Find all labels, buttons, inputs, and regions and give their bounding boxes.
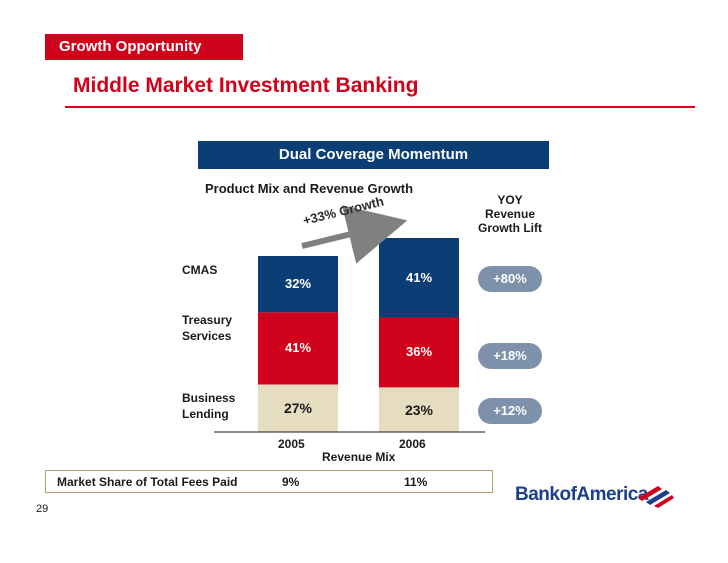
bank-of-america-flag-icon — [638, 486, 674, 508]
market-share-2005: 9% — [282, 475, 300, 489]
market-share-label: Market Share of Total Fees Paid — [57, 475, 238, 489]
bar-segment-cmas-2005 — [258, 256, 338, 313]
bar-value-label: 41% — [284, 340, 312, 356]
category-label-line: Services — [182, 329, 232, 343]
bar-value-label: 41% — [405, 269, 433, 285]
growth-arrow — [301, 205, 408, 264]
title-divider — [65, 106, 695, 108]
yoy-header: YOY Revenue Growth Lift — [470, 193, 550, 235]
yoy-header-line: Growth Lift — [478, 221, 542, 235]
yoy-header-line: Revenue — [484, 207, 536, 221]
page-title: Middle Market Investment Banking — [73, 74, 419, 97]
category-label-line: Treasury — [182, 313, 233, 327]
bank-of-america-logo-text: BankofAmerica — [515, 484, 648, 505]
category-label-line: Lending — [182, 407, 229, 421]
market-share-box — [45, 470, 493, 493]
x-tick-2006: 2006 — [399, 437, 426, 451]
bar-segment-business-lending-2006 — [379, 387, 459, 432]
yoy-header-line: YOY — [497, 193, 523, 207]
bar-value-label: 32% — [284, 276, 312, 292]
yoy-lift-business-lending: +12% — [478, 398, 542, 424]
bar-segment-business-lending-2005 — [258, 384, 338, 432]
bar-segment-treasury-services-2006 — [379, 317, 459, 388]
yoy-lift-treasury: +18% — [478, 343, 542, 369]
section-tag: Growth Opportunity — [45, 34, 243, 60]
category-label-treasury: Treasury Services — [182, 312, 232, 344]
market-share-2006: 11% — [404, 475, 428, 489]
category-label-business-lending: Business Lending — [182, 390, 235, 422]
x-tick-2005: 2005 — [278, 437, 305, 451]
category-label-line: CMAS — [182, 263, 218, 277]
dual-coverage-banner: Dual Coverage Momentum — [198, 141, 549, 169]
x-axis-label: Revenue Mix — [322, 450, 396, 464]
chart-title: Product Mix and Revenue Growth — [205, 181, 414, 196]
yoy-lift-cmas: +80% — [478, 266, 542, 292]
bar-segment-treasury-services-2005 — [258, 312, 338, 385]
category-label-line: Business — [182, 391, 236, 405]
bar-value-label: 27% — [283, 400, 313, 417]
page-number: 29 — [36, 503, 49, 515]
category-label-cmas: CMAS — [182, 262, 217, 278]
bar-value-label: 23% — [404, 401, 434, 418]
bar-value-label: 36% — [405, 344, 433, 360]
